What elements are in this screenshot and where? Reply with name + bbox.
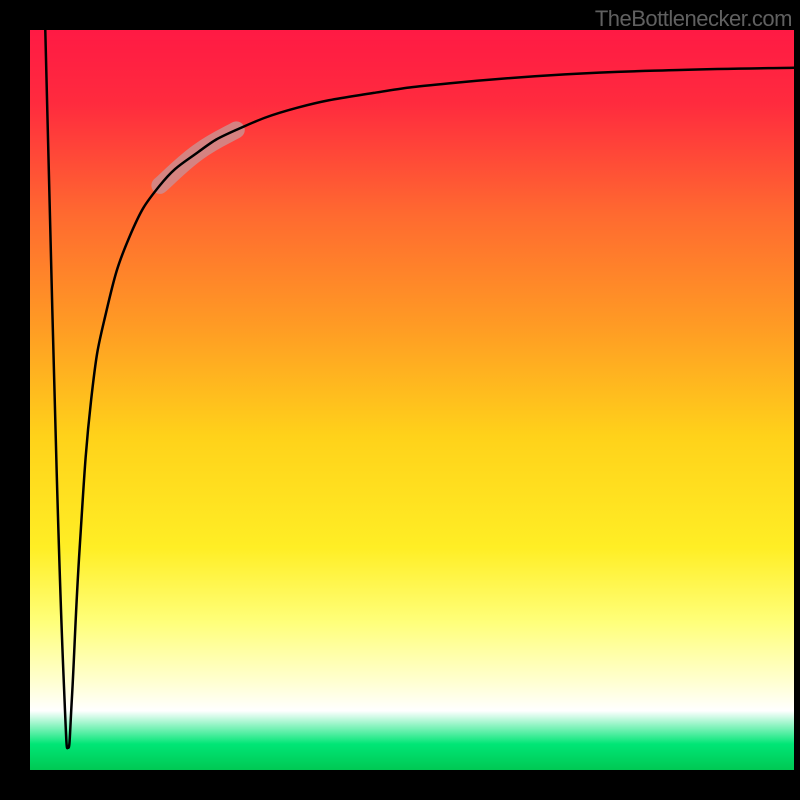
watermark-label: TheBottlenecker.com: [595, 6, 792, 32]
chart-container: TheBottlenecker.com: [0, 0, 800, 800]
plot-area: [30, 30, 794, 770]
gradient-background: [30, 30, 794, 770]
